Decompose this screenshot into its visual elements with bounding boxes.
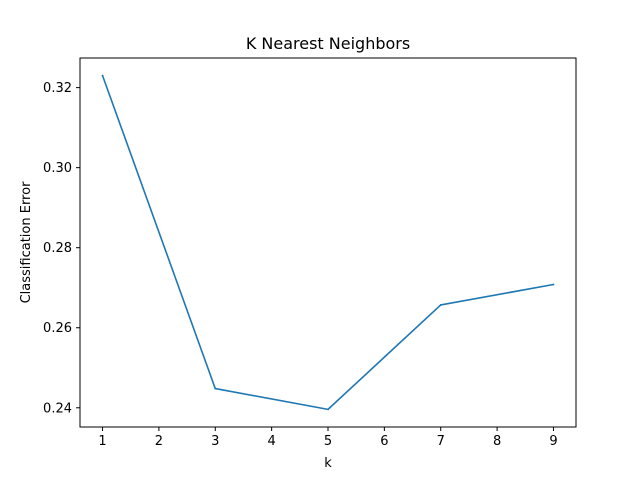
x-tick-label: 9 bbox=[549, 434, 557, 449]
data-point bbox=[327, 408, 329, 411]
x-axis: 1 2 3 4 5 6 7 8 9 bbox=[98, 427, 558, 449]
y-axis-label: Classification Error bbox=[19, 181, 34, 303]
x-tick-label: 4 bbox=[267, 434, 275, 449]
series-layer bbox=[101, 74, 555, 411]
chart-title: K Nearest Neighbors bbox=[246, 34, 410, 53]
x-tick-label: 5 bbox=[324, 434, 332, 449]
x-tick-label: 7 bbox=[437, 434, 445, 449]
x-tick-label: 1 bbox=[98, 434, 106, 449]
y-tick-label: 0.32 bbox=[43, 81, 72, 96]
x-axis-label: k bbox=[324, 456, 332, 471]
y-tick-label: 0.28 bbox=[43, 241, 72, 256]
data-point bbox=[439, 304, 442, 306]
y-tick-label: 0.26 bbox=[43, 321, 72, 336]
x-tick-label: 6 bbox=[380, 434, 388, 449]
x-tick-label: 8 bbox=[493, 434, 501, 449]
data-point bbox=[552, 283, 555, 286]
x-tick-label: 2 bbox=[155, 434, 163, 449]
y-tick-label: 0.24 bbox=[43, 401, 72, 416]
data-point bbox=[101, 74, 104, 77]
data-point bbox=[214, 387, 217, 390]
x-tick-label: 3 bbox=[211, 434, 219, 449]
y-tick-label: 0.30 bbox=[43, 161, 72, 176]
y-axis: 0.24 0.26 0.28 0.30 0.32 bbox=[43, 81, 80, 416]
